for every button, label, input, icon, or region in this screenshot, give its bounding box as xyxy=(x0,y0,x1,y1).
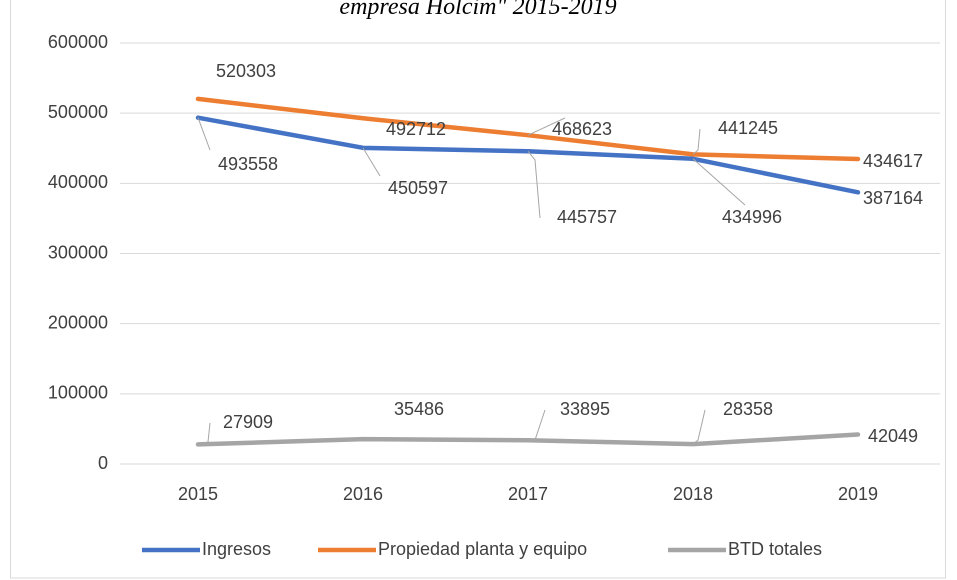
data-label: 28358 xyxy=(723,399,773,419)
x-tick-label: 2016 xyxy=(343,484,383,504)
y-tick-label: 400000 xyxy=(48,172,108,192)
data-label: 441245 xyxy=(718,118,778,138)
leader-line xyxy=(527,117,566,136)
data-label: 492712 xyxy=(386,119,446,139)
x-tick-label: 2017 xyxy=(508,484,548,504)
x-tick-label: 2015 xyxy=(178,484,218,504)
y-tick-label: 300000 xyxy=(48,242,108,262)
y-tick-label: 100000 xyxy=(48,383,108,403)
legend-label: BTD totales xyxy=(728,539,822,559)
leader-line xyxy=(197,117,211,151)
data-label: 387164 xyxy=(863,188,923,208)
leader-line xyxy=(197,422,211,445)
data-label: 520303 xyxy=(216,61,276,81)
y-tick-label: 600000 xyxy=(48,32,108,52)
data-label: 493558 xyxy=(218,154,278,174)
leader-line xyxy=(692,409,706,445)
data-label: 450597 xyxy=(388,178,448,198)
data-label: 42049 xyxy=(868,426,918,446)
y-tick-label: 200000 xyxy=(48,312,108,332)
leader-line xyxy=(527,150,541,219)
leader-line xyxy=(692,128,701,155)
leader-line xyxy=(527,409,546,441)
legend-label: Ingresos xyxy=(202,539,271,559)
chart-border xyxy=(10,0,946,579)
data-label: 434996 xyxy=(722,207,782,227)
data-label: 468623 xyxy=(552,119,612,139)
data-label: 27909 xyxy=(223,412,273,432)
leader-line xyxy=(362,147,381,177)
x-tick-label: 2018 xyxy=(673,484,713,504)
data-label: 445757 xyxy=(557,207,617,227)
legend-label: Propiedad planta y equipo xyxy=(378,539,587,559)
data-label: 35486 xyxy=(394,399,444,419)
leader-line xyxy=(692,158,746,206)
data-label: 434617 xyxy=(863,151,923,171)
x-tick-label: 2019 xyxy=(838,484,878,504)
y-tick-label: 500000 xyxy=(48,102,108,122)
chart-title: empresa Holcim" 2015-2019 xyxy=(339,0,616,20)
data-label: 33895 xyxy=(560,399,610,419)
y-tick-label: 0 xyxy=(98,453,108,473)
